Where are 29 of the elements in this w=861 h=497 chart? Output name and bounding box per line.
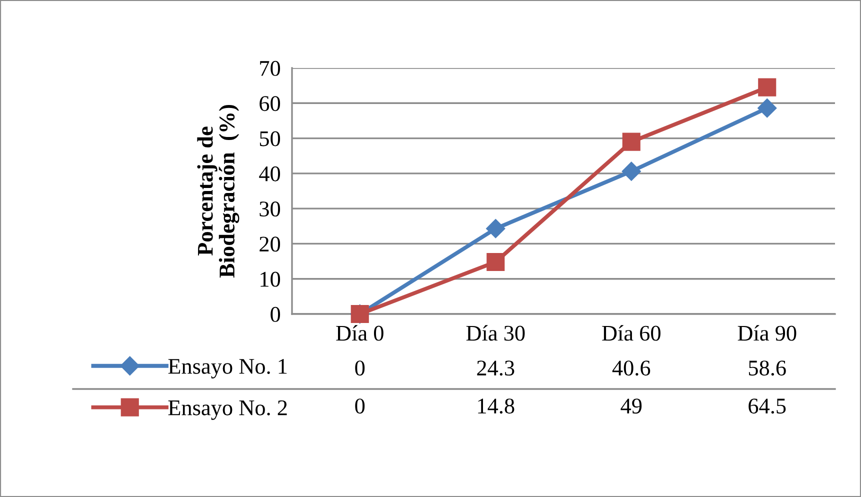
y-tick-label: 50 [260,131,280,146]
y-tick-label: 70 [260,60,280,76]
point [758,78,776,96]
y-tick-label: 30 [260,202,280,216]
x-tick-label: Día 30 [466,325,525,341]
data-label: 40.6 [612,360,650,376]
point [486,219,506,238]
legend-label: Ensayo No. 1 [168,358,287,378]
data-label: 49 [620,398,642,414]
point [758,98,777,118]
x-tick-label: Día 0 [336,325,384,341]
point [486,252,505,272]
data-label: 0 [355,398,365,414]
data-label: 14.8 [478,398,514,414]
y-tick-label: 40 [259,166,280,182]
data-label: 58.6 [748,360,786,376]
y-tick-label: 0 [270,306,280,322]
data-label: 0 [355,360,365,376]
y-axis-title: Porcentaje de Biodegración (%) [197,104,240,278]
data-label: 64.5 [748,398,786,414]
x-tick-label: Día 90 [738,325,796,341]
y-tick-label: 60 [260,96,280,112]
y-tick-label: 20 [260,236,280,252]
x-tick-label: Día 60 [602,325,660,341]
point [622,162,641,181]
y-tick-label: 10 [260,272,280,287]
legend-label: Ensayo No. 2 [168,400,287,420]
data-label: 24.3 [477,360,514,376]
point [622,132,640,151]
